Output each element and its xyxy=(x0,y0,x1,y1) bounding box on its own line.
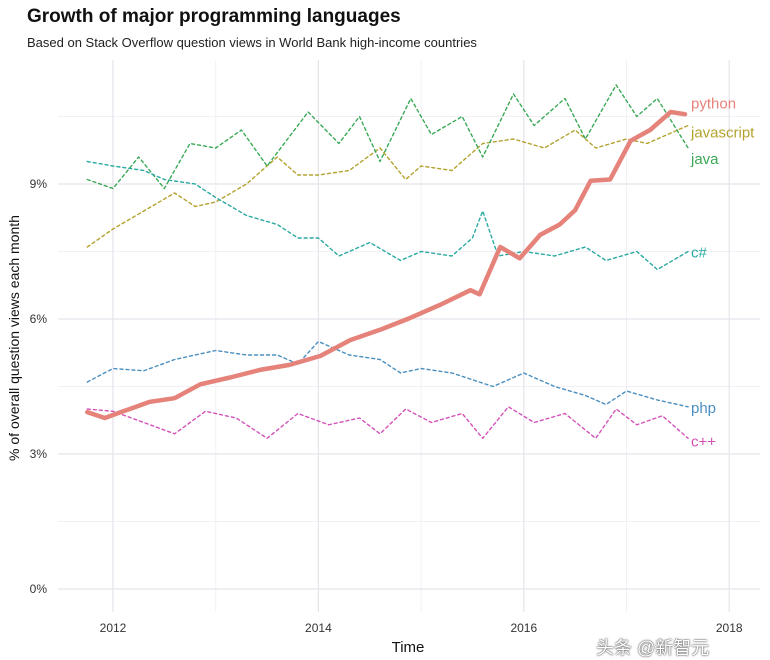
series-label-java: java xyxy=(690,151,719,168)
x-tick-label: 2014 xyxy=(305,621,332,635)
y-axis-label: % of overall question views each month xyxy=(6,215,22,461)
series-label-php: php xyxy=(691,400,716,417)
x-axis-label: Time xyxy=(392,639,425,656)
series-line-python xyxy=(85,109,688,421)
chart-title: Growth of major programming languages xyxy=(27,6,401,27)
series-line-php xyxy=(86,340,689,408)
series-label-csharp: c# xyxy=(691,245,708,262)
watermark: 头条 @新智元 xyxy=(596,638,710,658)
series-label-python: python xyxy=(691,95,736,112)
series-label-cpp: c++ xyxy=(691,433,716,450)
series-line-java xyxy=(86,84,689,190)
y-tick-label: 3% xyxy=(30,447,48,461)
x-tick-label: 2018 xyxy=(716,621,743,635)
y-tick-label: 9% xyxy=(30,177,48,191)
y-tick-label: 0% xyxy=(30,582,48,596)
series-line-csharp xyxy=(86,160,689,271)
series-label-javascript: javascript xyxy=(690,125,755,142)
chart-subtitle: Based on Stack Overflow question views i… xyxy=(27,35,477,50)
series-line-javascript xyxy=(86,124,689,248)
x-tick-label: 2016 xyxy=(510,621,537,635)
x-tick-label: 2012 xyxy=(100,621,127,635)
y-tick-label: 6% xyxy=(30,312,48,326)
series-line-cpp xyxy=(86,406,689,439)
